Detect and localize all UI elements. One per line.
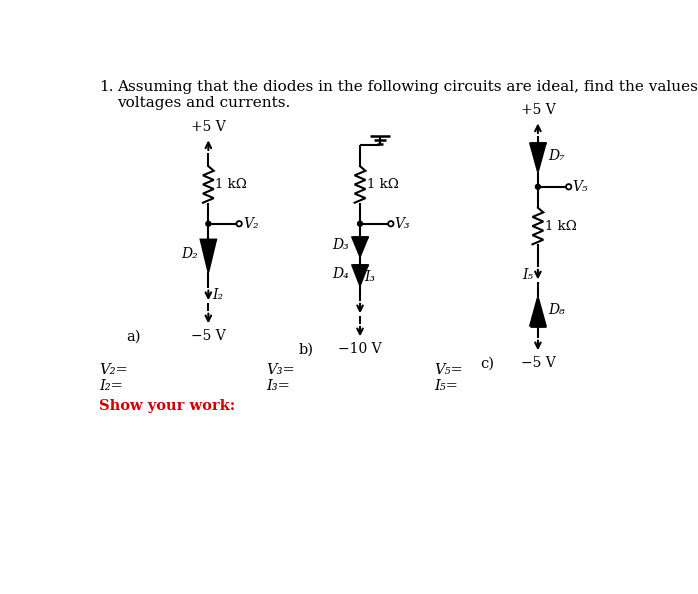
Text: a): a) <box>126 329 140 343</box>
Text: Show your work:: Show your work: <box>99 399 235 413</box>
Text: I₃=: I₃= <box>266 378 290 393</box>
Text: 1.: 1. <box>99 80 114 94</box>
Text: I₅: I₅ <box>522 267 533 282</box>
Circle shape <box>206 222 211 226</box>
Text: D₄: D₄ <box>332 267 349 281</box>
Text: D₂: D₂ <box>181 247 198 261</box>
Text: V₃=: V₃= <box>266 363 295 377</box>
Text: V₂: V₂ <box>243 217 259 230</box>
Text: V₂=: V₂= <box>99 363 128 377</box>
Polygon shape <box>352 266 368 285</box>
Text: V₃: V₃ <box>394 217 410 230</box>
Polygon shape <box>530 144 546 172</box>
Text: V₅=: V₅= <box>434 363 463 377</box>
Text: c): c) <box>480 356 494 370</box>
Text: I₂: I₂ <box>212 288 223 302</box>
Text: 1 kΩ: 1 kΩ <box>545 220 577 232</box>
Polygon shape <box>200 239 216 272</box>
Text: Assuming that the diodes in the following circuits are ideal, find the values of: Assuming that the diodes in the followin… <box>117 80 698 110</box>
Text: D₇: D₇ <box>549 149 565 163</box>
Circle shape <box>237 221 242 226</box>
Text: +5 V: +5 V <box>191 121 225 134</box>
Polygon shape <box>352 238 368 256</box>
Circle shape <box>566 184 572 189</box>
Text: D₃: D₃ <box>332 238 349 252</box>
Text: −5 V: −5 V <box>191 329 225 343</box>
Text: b): b) <box>299 342 313 356</box>
Text: D₈: D₈ <box>549 303 565 317</box>
Circle shape <box>388 221 394 226</box>
Text: 1 kΩ: 1 kΩ <box>215 178 247 191</box>
Text: V₅: V₅ <box>572 180 588 194</box>
Text: −10 V: −10 V <box>339 342 382 356</box>
Text: −5 V: −5 V <box>521 356 556 370</box>
Polygon shape <box>530 298 546 326</box>
Circle shape <box>357 222 362 226</box>
Text: +5 V: +5 V <box>521 103 556 118</box>
Text: I₂=: I₂= <box>99 378 123 393</box>
Text: 1 kΩ: 1 kΩ <box>367 178 399 191</box>
Text: I₅=: I₅= <box>434 378 458 393</box>
Text: I₃: I₃ <box>364 270 375 284</box>
Circle shape <box>535 184 540 189</box>
